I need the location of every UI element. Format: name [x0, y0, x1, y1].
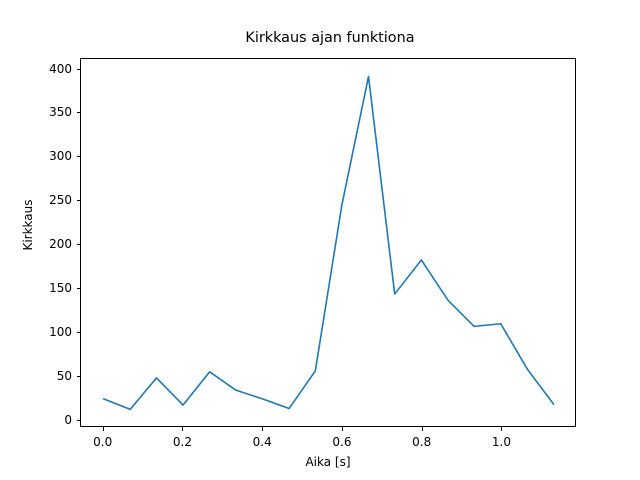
y-tick-mark — [76, 68, 80, 70]
y-tick-label: 250 — [49, 193, 72, 208]
x-tick-mark — [501, 427, 503, 431]
y-axis-label: Kirkkaus — [21, 199, 35, 251]
y-tick-label: 0 — [64, 412, 72, 427]
x-tick-mark — [421, 427, 423, 431]
y-tick-label: 150 — [49, 281, 72, 296]
x-tick-label: 1.0 — [491, 435, 511, 449]
y-tick-label: 400 — [49, 61, 72, 76]
y-tick-mark — [76, 288, 80, 290]
y-tick-mark — [76, 332, 80, 334]
y-tick-label: 50 — [56, 369, 72, 384]
y-tick-mark — [76, 112, 80, 114]
x-tick-mark — [341, 427, 343, 431]
y-tick-label: 300 — [49, 149, 72, 164]
y-tick-mark — [76, 244, 80, 246]
y-tick-label: 200 — [49, 237, 72, 252]
x-axis-label: Aika [s] — [305, 455, 351, 469]
x-tick-mark — [102, 427, 104, 431]
y-tick-mark — [76, 156, 80, 158]
x-tick-label: 0.2 — [172, 435, 193, 449]
x-tick-mark — [262, 427, 264, 431]
chart-title: Kirkkaus ajan funktiona — [245, 30, 415, 46]
line-plot — [102, 75, 555, 411]
y-tick-label: 350 — [49, 105, 72, 120]
y-tick-mark — [76, 419, 80, 421]
data-series-line — [102, 75, 555, 411]
x-tick-label: 0.6 — [332, 435, 352, 449]
plot-area — [80, 58, 576, 427]
x-tick-label: 0.8 — [412, 435, 432, 449]
y-tick-mark — [76, 376, 80, 378]
y-tick-mark — [76, 200, 80, 202]
x-tick-label: 0.4 — [252, 435, 272, 449]
x-tick-label: 0.0 — [93, 435, 113, 449]
y-tick-label: 100 — [49, 325, 72, 340]
x-tick-mark — [182, 427, 184, 431]
